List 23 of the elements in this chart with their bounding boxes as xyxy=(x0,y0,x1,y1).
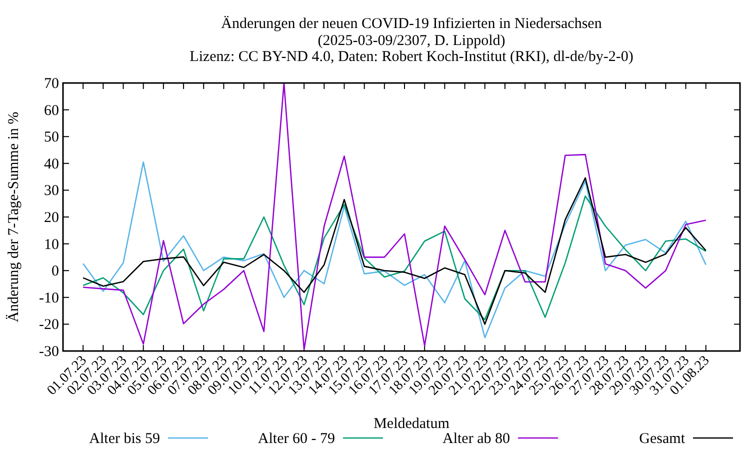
line-series xyxy=(82,161,706,338)
y-tick-label: 40 xyxy=(44,156,59,172)
y-tick-label: 50 xyxy=(44,130,59,146)
y-axis-title: Änderung der 7-Tage-Summe in % xyxy=(5,112,22,322)
x-axis-title: Meldedatum xyxy=(374,416,450,432)
y-tick-label: 0 xyxy=(52,264,59,280)
y-tick-label: 60 xyxy=(44,102,59,119)
y-tick-label: -20 xyxy=(39,317,59,334)
y-tick-label: -30 xyxy=(39,344,59,360)
line-series xyxy=(82,82,706,350)
legend-label: Alter ab 80 xyxy=(442,431,510,447)
line-series xyxy=(82,195,706,320)
line-series xyxy=(82,177,706,325)
y-tick-label: 30 xyxy=(44,183,59,200)
y-tick-label: 10 xyxy=(44,236,59,253)
legend-label: Alter 60 - 79 xyxy=(258,431,335,447)
y-tick-label: 20 xyxy=(44,210,59,226)
legend-label: Gesamt xyxy=(639,431,686,447)
chart-title: Änderungen der neuen COVID-19 Infizierten in Niedersachsen xyxy=(221,15,602,32)
chart-subtitle: (2025-03-09/2307, D. Lippold) Lizenz: CC BY-ND 4.0, Daten: Robert Koch-Institut (RKI), dl-de/by-2-0) xyxy=(190,33,634,65)
y-tick-label: 70 xyxy=(44,76,59,92)
legend-label: Alter bis 59 xyxy=(89,431,160,447)
y-tick-label: -10 xyxy=(39,290,59,306)
